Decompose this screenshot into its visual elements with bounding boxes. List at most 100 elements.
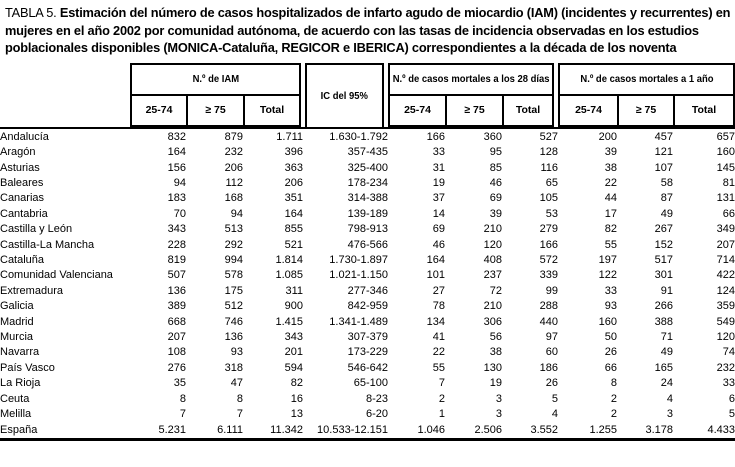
value-cell: 19 (432, 177, 445, 189)
ic-95-cell: 65-100 (353, 377, 388, 390)
table-row: Navarra 108 93 201 173-229 22 38 60 26 49 74 (0, 345, 735, 360)
value-cell: 69 (432, 223, 445, 236)
value-cell: 359 (716, 300, 735, 313)
value-cell: 56 (489, 331, 502, 344)
header-subcol-total: Total (243, 95, 299, 125)
value-cell: 105 (539, 192, 558, 205)
value-cell: 74 (722, 346, 735, 359)
ic-95-cell: 325-400 (347, 161, 388, 174)
table-row: Murcia 207 136 343 307-379 41 56 97 50 71 120 (0, 330, 735, 345)
value-cell: 232 (716, 361, 735, 374)
region-name: Asturias (0, 161, 40, 174)
region-name: Comunidad Valenciana (0, 269, 113, 282)
table-row: Galicia 389 512 900 842-959 78 210 288 93 266 359 (0, 299, 735, 314)
value-cell: 1 (438, 408, 445, 421)
table-row: Melilla 7 7 13 6-20 1 3 4 2 3 5 (0, 407, 735, 422)
value-cell: 120 (483, 238, 502, 251)
header-ic-95-text: IC del 95% (320, 89, 369, 102)
header-group-mortal-28d-text: N.º de casos mortales a los 28 días (392, 73, 550, 86)
value-cell: 457 (654, 130, 673, 143)
value-cell: 66 (604, 361, 617, 374)
value-cell: 128 (539, 146, 558, 159)
value-cell: 26 (545, 377, 558, 390)
value-cell: 16 (290, 392, 303, 405)
region-name: Cantabria (0, 207, 48, 220)
value-cell: 3 (495, 392, 502, 405)
value-cell: 1.255 (589, 423, 617, 436)
value-cell: 349 (716, 223, 735, 236)
region-name: País Vasco (0, 361, 55, 374)
region-name: España (0, 423, 38, 436)
region-name: Melilla (0, 408, 32, 421)
table-row: País Vasco 276 318 594 546-642 55 130 186 66 165 2… (0, 361, 735, 376)
value-cell: 339 (539, 269, 558, 282)
value-cell: 657 (716, 130, 735, 143)
value-cell: 714 (716, 254, 735, 267)
header-subcol-ge75: ≥ 75 (617, 95, 673, 125)
ic-95-cell: 546-642 (347, 361, 388, 374)
region-name: Castilla y León (0, 223, 73, 236)
region-name: Castilla-La Mancha (0, 238, 95, 251)
value-cell: 210 (483, 300, 502, 313)
value-cell: 288 (539, 300, 558, 313)
value-cell: 108 (167, 346, 186, 359)
ic-95-cell: 798-913 (347, 223, 388, 236)
value-cell: 152 (654, 238, 673, 251)
value-cell: 82 (604, 223, 617, 236)
value-cell: 8 (179, 392, 186, 405)
value-cell: 422 (716, 269, 735, 282)
value-cell: 121 (654, 146, 673, 159)
value-cell: 37 (432, 192, 445, 205)
region-name: Baleares (0, 177, 44, 189)
value-cell: 527 (539, 130, 558, 143)
value-cell: 24 (660, 377, 673, 390)
value-cell: 855 (284, 223, 303, 236)
value-cell: 72 (489, 284, 502, 297)
value-cell: 389 (167, 300, 186, 313)
value-cell: 746 (224, 315, 243, 328)
value-cell: 22 (604, 177, 617, 189)
table-row: Asturias 156 206 363 325-400 31 85 116 38 107 145 (0, 161, 735, 176)
value-cell: 4.433 (707, 423, 735, 436)
header-subcol-total: Total (502, 95, 552, 125)
table-row: España 5.231 6.111 11.342 10.533-12.151 1.046… (0, 423, 735, 440)
table-row: Cantabria 70 94 164 139-189 14 39 53 17 49 66 (0, 207, 735, 222)
value-cell: 237 (483, 269, 502, 282)
value-cell: 879 (224, 130, 243, 143)
region-name: Navarra (0, 346, 40, 359)
table-number: TABLA 5. (5, 5, 57, 20)
value-cell: 53 (545, 207, 558, 220)
value-cell: 301 (654, 269, 673, 282)
region-name: Aragón (0, 146, 36, 159)
value-cell: 572 (539, 254, 558, 267)
region-name: Ceuta (0, 392, 30, 405)
ic-95-cell: 357-435 (347, 146, 388, 159)
header-subcol-25-74: 25-74 (575, 104, 602, 117)
table-caption: TABLA 5. Estimación del número de casos … (5, 4, 731, 57)
value-cell: 156 (167, 161, 186, 174)
table-caption-text: Estimación del número de casos hospitali… (5, 5, 731, 56)
value-cell: 1.085 (275, 269, 303, 282)
value-cell: 49 (660, 346, 673, 359)
value-cell: 136 (224, 331, 243, 344)
header-group-mortal-1y-subrow: 25-74 ≥ 75 Total (560, 95, 733, 125)
value-cell: 17 (604, 207, 617, 220)
value-cell: 94 (173, 177, 186, 189)
value-cell: 47 (230, 377, 243, 390)
header-group-iam: N.º de IAM 25-74 ≥ 75 Total (130, 62, 301, 127)
value-cell: 71 (660, 331, 673, 344)
table-row: Canarias 183 168 351 314-388 37 69 105 44 87 131 (0, 191, 735, 206)
value-cell: 232 (224, 146, 243, 159)
data-table: Andalucía 832 879 1.711 1.630-1.792 166 360 527… (0, 130, 735, 441)
value-cell: 2 (438, 392, 445, 405)
value-cell: 311 (285, 284, 303, 297)
value-cell: 55 (604, 238, 617, 251)
value-cell: 396 (284, 146, 303, 159)
value-cell: 513 (224, 223, 243, 236)
value-cell: 78 (432, 300, 445, 313)
value-cell: 46 (432, 238, 445, 251)
value-cell: 7 (438, 377, 445, 390)
value-cell: 122 (598, 269, 617, 282)
value-cell: 183 (167, 192, 186, 205)
region-name: Murcia (0, 331, 34, 344)
